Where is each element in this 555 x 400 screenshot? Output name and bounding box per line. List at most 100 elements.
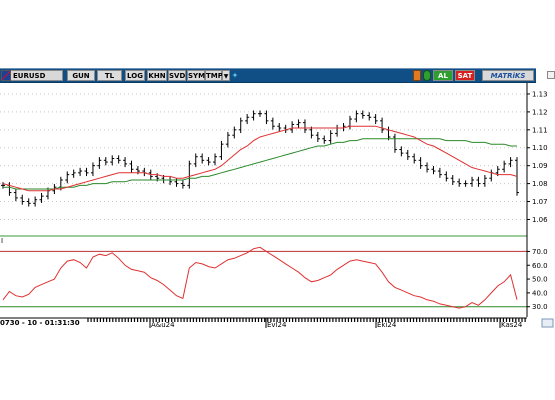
ohlc-bar (457, 178, 462, 187)
buy-button[interactable]: AL (433, 70, 453, 81)
ohlc-bar (380, 117, 385, 134)
ohlc-bar (412, 153, 417, 164)
price-y-tick-label: 1.07 (532, 198, 548, 206)
ohlc-bar (470, 176, 475, 187)
ohlc-bar (84, 167, 89, 177)
ohlc-bar (232, 126, 237, 139)
ohlc-bar (405, 149, 410, 160)
svd-button[interactable]: SVD (168, 70, 186, 81)
period-day-button[interactable]: GUN (67, 70, 95, 81)
ohlc-bar (373, 114, 378, 125)
ohlc-bar (187, 160, 192, 189)
x-tick-label: Evl24 (267, 321, 287, 329)
price-y-tick-label: 1.12 (532, 108, 548, 116)
price-y-tick-label: 1.09 (532, 162, 548, 170)
ohlc-bar (482, 174, 487, 187)
ohlc-bar (219, 140, 224, 160)
ohlc-bar (296, 119, 301, 128)
ohlc-bar (431, 166, 436, 175)
ohlc-bar (33, 196, 38, 207)
price-y-axis: 1.06 1.07 1.08 1.09 1.10 1.11 1.12 1.13 (527, 90, 548, 224)
rsi-reference-lines (0, 250, 527, 308)
flag-icon (1, 70, 11, 81)
brand-label: MATRiKS (490, 72, 526, 80)
currency-tl-button[interactable]: TL (97, 70, 122, 81)
price-y-tick-label: 1.08 (532, 180, 548, 188)
log-scale-button[interactable]: LOG (125, 70, 145, 81)
ohlc-bar (399, 146, 404, 157)
x-axis: A&u24 Evl24 Eki24 Kas24 0730 - 10 - 01:31:3… (0, 317, 527, 329)
ohlc-bar (110, 155, 115, 166)
price-panel: 1.06 1.07 1.08 1.09 1.10 1.11 1.12 1.13 (0, 83, 548, 234)
symbol-label: EURUSD (13, 72, 46, 80)
ohlc-bar (264, 110, 269, 125)
rsi-y-tick-label: 70.0 (532, 248, 548, 256)
sym-label: SYM (188, 72, 206, 80)
x-tick-label: A&u24 (151, 321, 175, 329)
ohlc-bar (20, 194, 25, 205)
buy-label: AL (438, 72, 448, 80)
ohlc-bar (39, 192, 44, 203)
price-y-tick-label: 1.11 (532, 126, 548, 134)
ohlc-bar (129, 160, 134, 173)
x-axis-ticks (87, 318, 526, 322)
scroll-button[interactable] (541, 318, 554, 328)
ohlc-bar (225, 131, 230, 148)
khn-label: KHN (148, 72, 166, 80)
x-tick-label: Eki24 (377, 321, 397, 329)
ohlc-bar (302, 119, 307, 134)
ohlc-bar (270, 117, 275, 130)
sym-button[interactable]: SYM (187, 70, 205, 81)
ohlc-bar (13, 189, 18, 202)
ohlc-bar (418, 157, 423, 169)
alert-icon[interactable] (413, 70, 421, 81)
ohlc-bar (193, 153, 198, 168)
ohlc-bar (463, 180, 468, 187)
ohlc-bar (238, 117, 243, 134)
x-axis-labels: A&u24 Evl24 Eki24 Kas24 (149, 318, 523, 329)
ohlc-bar (78, 167, 83, 177)
ohlc-bar (116, 155, 121, 164)
refresh-icon[interactable] (423, 70, 431, 81)
rsi-panel: I 30.0 40.0 50.0 60.0 70.0 (0, 237, 548, 311)
ohlc-bar (508, 157, 513, 168)
ohlc-bar (502, 160, 507, 173)
currency-tl-label: TL (104, 72, 115, 80)
ohlc-bar (258, 110, 262, 117)
period-day-label: GUN (72, 72, 90, 80)
template-button[interactable]: TMP (205, 70, 223, 81)
sell-label: SAT (457, 72, 473, 80)
ohlc-bar (476, 176, 481, 187)
sell-button[interactable]: SAT (455, 70, 475, 81)
ohlc-bar (290, 121, 295, 134)
ohlc-bar (360, 110, 365, 119)
rsi-y-tick-label: 50.0 (532, 276, 548, 284)
khn-button[interactable]: KHN (147, 70, 167, 81)
ohlc-bar (245, 114, 250, 125)
rsi-y-tick-label: 30.0 (532, 303, 548, 311)
ohlc-bar (90, 162, 95, 177)
rsi-panel-marker: I (1, 237, 3, 245)
ohlc-bar (450, 174, 455, 186)
price-y-tick-label: 1.10 (532, 144, 548, 152)
ohlc-bar (213, 153, 218, 166)
ohlc-bar (97, 157, 102, 169)
ohlc-bar (251, 110, 256, 121)
template-dropdown-icon[interactable]: ▼ (222, 70, 230, 81)
ohlc-bar (277, 123, 282, 132)
x-tick-label: Kas24 (501, 321, 523, 329)
price-plot-area (0, 83, 527, 234)
ohlc-bar (71, 169, 76, 178)
log-scale-label: LOG (127, 72, 143, 80)
ohlc-bar (367, 112, 372, 121)
ohlc-bar (206, 157, 211, 166)
twitter-icon[interactable]: ✦ (231, 71, 239, 80)
ma-long-line (3, 138, 517, 190)
ohlc-bar (515, 157, 519, 196)
ohlc-bar (444, 171, 449, 182)
template-label: TMP (206, 72, 223, 80)
ohlc-bar (200, 153, 205, 164)
rsi-y-tick-label: 40.0 (532, 289, 548, 297)
